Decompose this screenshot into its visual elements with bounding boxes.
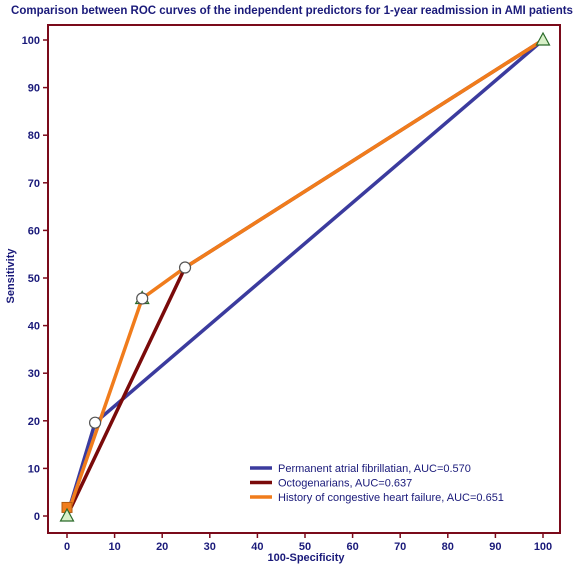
y-tick-label: 20 xyxy=(28,416,40,428)
y-tick-label: 90 xyxy=(28,83,40,95)
x-tick-label: 20 xyxy=(156,541,168,553)
x-tick-label: 50 xyxy=(299,541,311,553)
y-tick-label: 70 xyxy=(28,178,40,190)
triangle-marker xyxy=(59,507,75,522)
x-tick-label: 100 xyxy=(534,541,552,553)
y-tick-label: 100 xyxy=(22,35,40,47)
circle-marker xyxy=(178,261,192,274)
circle-marker xyxy=(136,292,149,305)
x-tick-label: 70 xyxy=(394,541,406,553)
y-tick-label: 80 xyxy=(28,130,40,142)
legend-label-3: History of congestive heart failure, AUC… xyxy=(278,492,504,504)
legend-label-1: Permanent atrial fibrillatian, AUC=0.570 xyxy=(278,463,471,475)
x-tick-label: 80 xyxy=(442,541,454,553)
y-tick-label: 40 xyxy=(28,321,40,333)
x-tick-label: 40 xyxy=(251,541,263,553)
series-line-3 xyxy=(65,38,545,518)
x-axis-label: 100-Specificity xyxy=(267,552,345,564)
x-tick-label: 60 xyxy=(346,541,358,553)
triangle-marker xyxy=(535,31,551,46)
y-axis-label: Sensitivity xyxy=(5,248,17,304)
circle-marker xyxy=(88,416,102,429)
chart-title: Comparison between ROC curves of the ind… xyxy=(11,5,573,17)
series-line-1 xyxy=(65,38,545,518)
x-tick-label: 30 xyxy=(204,541,216,553)
x-tick-label: 0 xyxy=(64,541,70,553)
y-tick-label: 30 xyxy=(28,368,40,380)
series-line-2 xyxy=(65,38,545,518)
y-tick-label: 50 xyxy=(28,273,40,285)
y-tick-label: 10 xyxy=(28,463,40,475)
y-tick-label: 60 xyxy=(28,225,40,237)
x-tick-label: 90 xyxy=(489,541,501,553)
plot-frame xyxy=(47,24,561,534)
legend-label-2: Octogenarians, AUC=0.637 xyxy=(278,478,412,490)
y-tick-label: 0 xyxy=(34,511,40,523)
x-tick-label: 10 xyxy=(108,541,120,553)
